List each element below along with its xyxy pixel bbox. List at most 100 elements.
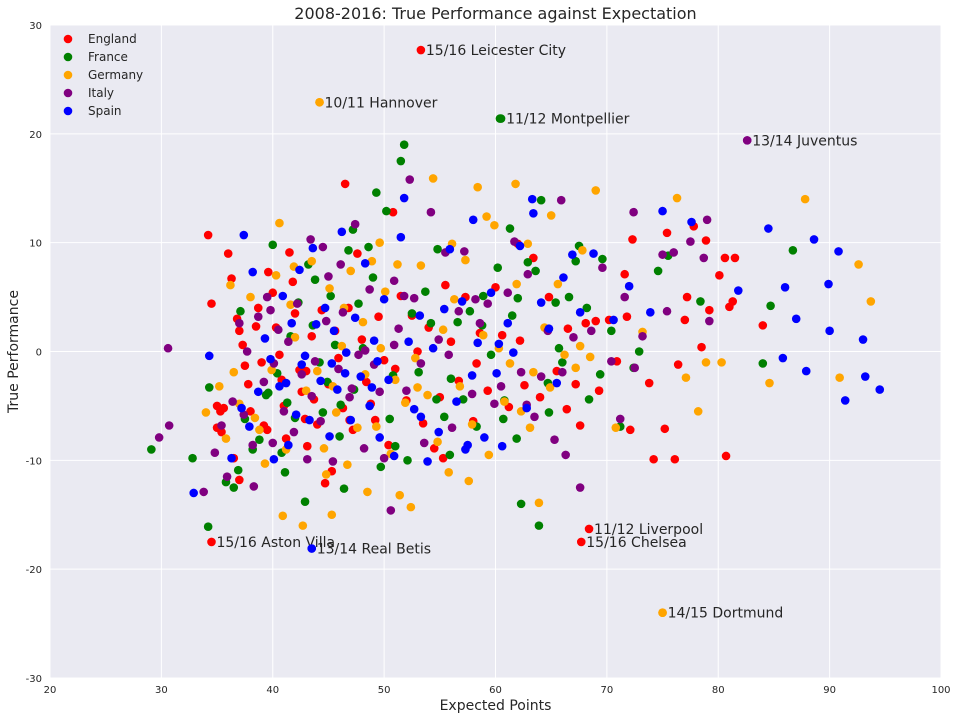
data-point bbox=[226, 280, 235, 290]
data-point bbox=[307, 391, 317, 401]
data-point bbox=[413, 347, 422, 356]
data-point bbox=[379, 453, 389, 463]
data-point bbox=[482, 212, 491, 221]
data-point bbox=[585, 352, 595, 362]
data-point bbox=[728, 297, 738, 306]
data-point bbox=[478, 330, 488, 340]
chart-title: 2008-2016: True Performance against Expe… bbox=[294, 4, 696, 23]
data-point bbox=[682, 292, 692, 302]
data-point bbox=[373, 356, 382, 366]
legend-label: France bbox=[88, 50, 128, 64]
data-point bbox=[536, 195, 546, 205]
data-point bbox=[858, 335, 868, 344]
data-point bbox=[454, 306, 464, 316]
data-point bbox=[575, 341, 585, 351]
data-point bbox=[525, 423, 535, 432]
data-point bbox=[305, 415, 314, 425]
data-point bbox=[386, 506, 396, 515]
annotated-point bbox=[496, 114, 506, 123]
data-point bbox=[307, 331, 317, 341]
data-point bbox=[221, 434, 231, 443]
data-point bbox=[396, 156, 406, 166]
data-point bbox=[394, 324, 403, 333]
data-point bbox=[473, 182, 482, 192]
data-point bbox=[302, 441, 312, 451]
data-point bbox=[527, 194, 537, 204]
data-point bbox=[321, 470, 331, 479]
data-point bbox=[341, 348, 351, 357]
data-point bbox=[203, 522, 213, 532]
data-point bbox=[360, 346, 370, 355]
data-point bbox=[662, 306, 672, 316]
data-point bbox=[568, 250, 577, 259]
data-point bbox=[461, 445, 470, 454]
data-point bbox=[516, 367, 526, 377]
data-point bbox=[279, 407, 289, 416]
data-point bbox=[393, 260, 402, 269]
data-point bbox=[337, 227, 347, 237]
data-point bbox=[560, 350, 569, 360]
data-point bbox=[721, 451, 731, 461]
data-point bbox=[520, 380, 529, 390]
data-point bbox=[327, 510, 337, 520]
data-point bbox=[672, 193, 682, 203]
data-point bbox=[301, 386, 311, 395]
legend-marker bbox=[63, 34, 73, 44]
legend-marker bbox=[63, 70, 73, 80]
data-point bbox=[243, 379, 253, 389]
data-point bbox=[582, 303, 592, 313]
data-point bbox=[611, 423, 621, 432]
data-point bbox=[475, 318, 485, 328]
data-point bbox=[339, 484, 349, 493]
data-point bbox=[329, 326, 339, 336]
legend: England France Germany Italy Spain bbox=[63, 32, 143, 118]
data-point bbox=[163, 343, 173, 353]
data-point bbox=[507, 311, 517, 320]
data-point bbox=[275, 382, 284, 391]
data-point bbox=[866, 297, 876, 306]
data-point bbox=[235, 318, 244, 328]
data-point bbox=[275, 218, 284, 228]
data-point bbox=[468, 215, 478, 225]
series-germany bbox=[201, 97, 876, 617]
data-point bbox=[320, 303, 330, 313]
data-point bbox=[413, 383, 422, 392]
data-point bbox=[486, 288, 496, 298]
data-point bbox=[447, 423, 457, 432]
data-point bbox=[286, 300, 295, 310]
data-point bbox=[330, 340, 340, 350]
data-point bbox=[365, 285, 374, 294]
data-point bbox=[530, 412, 539, 422]
data-point bbox=[372, 422, 381, 431]
data-point bbox=[238, 340, 247, 350]
legend-label: England bbox=[88, 32, 137, 46]
data-point bbox=[207, 299, 216, 308]
data-point bbox=[288, 277, 298, 287]
data-point bbox=[229, 483, 239, 492]
data-point bbox=[375, 238, 384, 247]
data-point bbox=[536, 372, 546, 381]
data-point bbox=[255, 435, 264, 444]
data-point bbox=[262, 425, 272, 435]
data-point bbox=[389, 276, 399, 286]
data-point bbox=[326, 291, 335, 301]
data-point bbox=[321, 316, 331, 326]
data-point bbox=[353, 249, 362, 258]
data-point bbox=[696, 297, 705, 306]
data-point bbox=[384, 440, 393, 450]
data-point bbox=[300, 351, 310, 361]
data-point bbox=[214, 382, 224, 391]
data-point bbox=[523, 269, 533, 279]
data-point bbox=[433, 437, 442, 447]
data-point bbox=[598, 254, 607, 264]
data-point bbox=[490, 399, 499, 409]
data-point bbox=[875, 385, 885, 394]
annotated-point bbox=[416, 45, 426, 55]
data-point bbox=[235, 326, 244, 336]
data-point bbox=[235, 475, 244, 485]
data-point bbox=[210, 448, 220, 458]
x-tick-label: 50 bbox=[378, 685, 391, 696]
data-point bbox=[340, 179, 350, 189]
data-point bbox=[571, 363, 580, 373]
data-point bbox=[201, 408, 211, 417]
